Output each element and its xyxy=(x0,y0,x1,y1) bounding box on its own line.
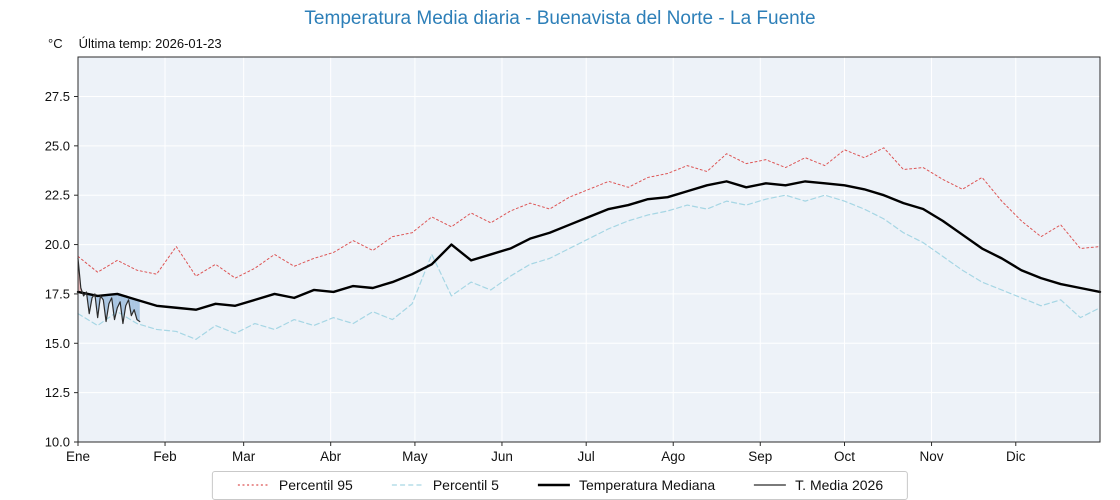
legend-item-temperatura-mediana: Temperatura Mediana xyxy=(537,477,715,493)
temperatura-mediana-line-sample xyxy=(537,483,570,487)
legend-item-t-media-2026: T. Media 2026 xyxy=(753,477,883,493)
y-tick-label: 27.5 xyxy=(45,89,70,104)
series-t-media-2026 xyxy=(77,257,141,325)
fill-below-median xyxy=(131,298,135,316)
series-percentil-5 xyxy=(77,194,1101,340)
x-tick-label: May xyxy=(402,449,428,464)
x-tick-label: Mar xyxy=(232,449,256,464)
x-tick-label: Nov xyxy=(920,449,944,464)
y-tick-label: 10.0 xyxy=(45,435,70,450)
chart-canvas: 10.0 12.5 15.0 17.5 20.0 22.5 25.0 27.5 Ene Feb Ma… xyxy=(45,56,1102,464)
t-media-2026-line-sample xyxy=(754,484,787,486)
fill-below-median xyxy=(117,293,121,308)
x-tick-label: Sep xyxy=(748,449,772,464)
x-tick-label: Feb xyxy=(153,449,176,464)
legend-label-percentil-5: Percentil 5 xyxy=(432,477,499,493)
plot-border xyxy=(77,56,1101,443)
plot-background xyxy=(78,57,1100,442)
y-tick-label: 17.5 xyxy=(45,286,70,301)
y-tick-label: 12.5 xyxy=(45,385,70,400)
fill-below-median xyxy=(134,299,137,320)
x-tick-label: Dic xyxy=(1006,449,1026,464)
x-tick-label: Oct xyxy=(834,449,855,464)
x-tick-label: Jun xyxy=(491,449,513,464)
legend-label-temperatura-mediana: Temperatura Mediana xyxy=(578,477,716,493)
x-tick-label: Ago xyxy=(661,449,685,464)
percentil-5-line-sample xyxy=(391,484,424,486)
legend-label-t-media-2026: T. Media 2026 xyxy=(795,477,884,493)
fill-below-median xyxy=(136,299,140,322)
y-tick-label: 15.0 xyxy=(45,336,70,351)
legend: Percentil 95 Percentil 5 Temperatura Med… xyxy=(211,471,909,500)
last-temp-annotation: Última temp: 2026-01-23 xyxy=(78,36,222,51)
series-temperatura-mediana xyxy=(76,180,1102,311)
x-tick-label: Abr xyxy=(320,449,342,464)
series-percentil-95 xyxy=(77,147,1101,279)
legend-label-percentil-95: Percentil 95 xyxy=(278,477,353,493)
legend-item-percentil-95: Percentil 95 xyxy=(237,477,353,493)
y-tick-label: 22.5 xyxy=(45,188,70,203)
chart-title: Temperatura Media diaria - Buenavista de… xyxy=(304,8,816,29)
chart-annotations: °C Última temp: 2026-01-23 xyxy=(48,36,222,51)
y-tick-label: 20.0 xyxy=(45,237,70,252)
legend-item-percentil-5: Percentil 5 xyxy=(391,477,499,493)
x-tick-label: Ene xyxy=(66,449,90,464)
y-tick-label: 25.0 xyxy=(45,138,70,153)
y-axis-unit-label: °C xyxy=(48,36,63,51)
x-tick-label: Jul xyxy=(578,449,595,464)
percentil-95-line-sample xyxy=(237,484,270,486)
